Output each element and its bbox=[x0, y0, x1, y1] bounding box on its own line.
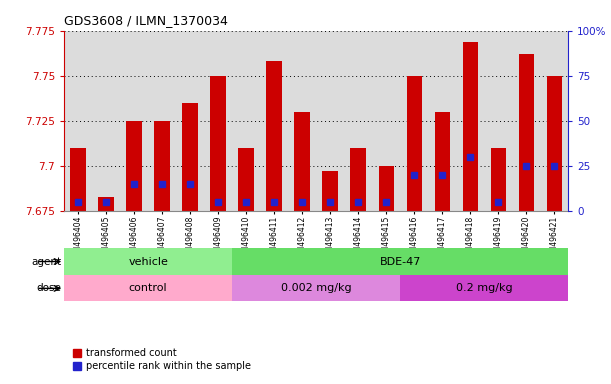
Text: control: control bbox=[129, 283, 167, 293]
Bar bbox=[519, 54, 534, 211]
Text: GDS3608 / ILMN_1370034: GDS3608 / ILMN_1370034 bbox=[64, 14, 228, 27]
Bar bbox=[351, 148, 366, 211]
Bar bbox=[378, 166, 394, 211]
Bar bbox=[183, 103, 198, 211]
FancyBboxPatch shape bbox=[232, 248, 568, 275]
Bar bbox=[463, 41, 478, 211]
Text: 0.2 mg/kg: 0.2 mg/kg bbox=[456, 283, 513, 293]
Text: dose: dose bbox=[36, 283, 61, 293]
Bar bbox=[266, 61, 282, 211]
Bar bbox=[155, 121, 170, 211]
Text: 0.002 mg/kg: 0.002 mg/kg bbox=[281, 283, 351, 293]
FancyBboxPatch shape bbox=[400, 275, 568, 301]
Bar bbox=[546, 76, 562, 211]
Bar bbox=[323, 172, 338, 211]
Text: agent: agent bbox=[31, 257, 61, 266]
Text: vehicle: vehicle bbox=[128, 257, 168, 266]
Bar bbox=[238, 148, 254, 211]
Bar bbox=[210, 76, 226, 211]
Bar bbox=[98, 197, 114, 211]
Bar bbox=[491, 148, 506, 211]
Bar bbox=[295, 112, 310, 211]
Bar bbox=[126, 121, 142, 211]
Legend: transformed count, percentile rank within the sample: transformed count, percentile rank withi… bbox=[69, 344, 254, 375]
Bar bbox=[70, 148, 86, 211]
Text: BDE-47: BDE-47 bbox=[379, 257, 421, 266]
Bar bbox=[406, 76, 422, 211]
FancyBboxPatch shape bbox=[64, 248, 232, 275]
FancyBboxPatch shape bbox=[232, 275, 400, 301]
FancyBboxPatch shape bbox=[64, 275, 232, 301]
Bar bbox=[434, 112, 450, 211]
